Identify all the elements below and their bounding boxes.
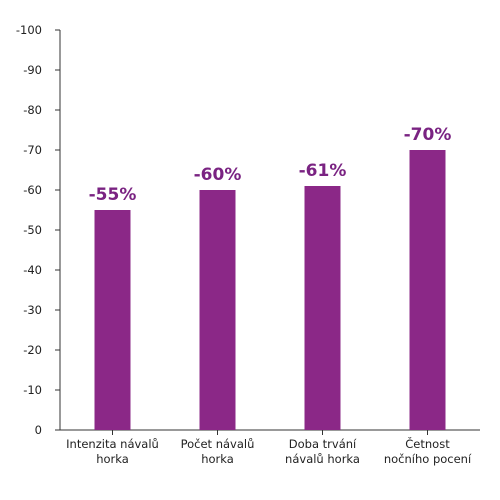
category-label: Počet návalů: [181, 437, 255, 451]
category-label: horka: [96, 452, 129, 466]
y-tick-label: 0: [35, 423, 42, 437]
bar: [304, 186, 341, 430]
y-tick-label: -80: [23, 103, 42, 117]
category-label: horka: [201, 452, 234, 466]
bar: [409, 150, 446, 430]
x-axis: [60, 429, 480, 435]
y-tick-label: -60: [23, 183, 42, 197]
category-label: návalů horka: [285, 452, 360, 466]
category-label: nočního pocení: [384, 452, 472, 466]
y-tick-label: -90: [23, 63, 42, 77]
data-labels: -55% -60% -61% -70%: [89, 125, 452, 205]
category-label: Intenzita návalů: [66, 437, 159, 451]
bars: [94, 150, 446, 430]
category-label: Doba trvání: [289, 437, 357, 451]
data-label: -70%: [404, 125, 452, 145]
bar: [199, 190, 236, 430]
y-tick-label: -40: [23, 263, 42, 277]
data-label: -61%: [299, 161, 347, 181]
y-tick-label: -20: [23, 343, 42, 357]
bar: [94, 210, 131, 430]
data-label: -60%: [194, 165, 242, 185]
y-tick-label: -10: [23, 383, 42, 397]
category-label: Četnost: [405, 436, 450, 451]
data-label: -55%: [89, 185, 137, 205]
y-axis: 0 -10 -20 -30 -40 -50 -60 -70 -80 -90 -100: [16, 23, 61, 437]
y-tick-label: -100: [16, 23, 42, 37]
y-tick-label: -30: [23, 303, 42, 317]
y-tick-label: -50: [23, 223, 42, 237]
y-tick-label: -70: [23, 143, 42, 157]
